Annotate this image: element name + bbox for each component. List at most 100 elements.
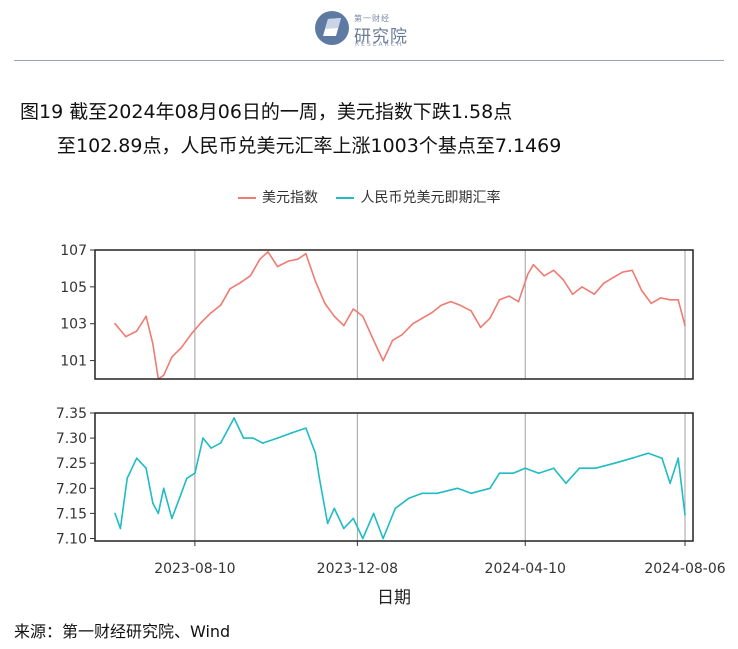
data-point-1-43 [552,467,555,470]
data-point-1-25 [326,522,329,525]
legend-item-usd: 美元指数 [238,187,318,207]
data-point-1-30 [372,512,375,515]
data-point-1-14 [219,442,222,444]
data-point-1-49 [647,452,650,455]
data-point-0-31 [401,334,403,336]
legend: 美元指数 人民币兑美元即期汇率 [238,187,514,207]
data-point-1-40 [512,472,514,475]
data-point-0-35 [440,304,443,307]
data-point-0-15 [249,275,252,277]
legend-label-cny: 人民币兑美元即期汇率 [360,190,501,206]
data-point-0-37 [459,304,462,307]
data-point-1-11 [194,472,196,475]
data-point-0-59 [669,299,671,301]
data-point-1-39 [498,472,501,475]
data-point-0-46 [543,275,545,277]
data-point-0-28 [372,339,375,342]
logo-mark-icon [315,11,349,45]
data-point-0-30 [391,339,394,342]
data-point-1-50 [661,457,663,460]
data-point-0-20 [297,258,299,261]
data-point-1-4 [145,467,147,470]
data-point-0-21 [305,252,307,255]
data-point-0-7 [171,356,173,358]
data-point-1-35 [436,492,439,495]
data-point-0-19 [287,260,290,262]
logo-top-text: 第一财经 [354,14,390,23]
data-point-0-1 [125,335,127,338]
data-point-0-54 [621,271,624,273]
x-tick-label-1: 2023-12-08 [317,561,398,577]
series-line-1 [114,417,686,540]
logo: 第一财经 研究院 RESEARCH [314,4,424,50]
data-point-0-52 [603,282,605,285]
data-point-0-57 [650,302,652,305]
data-point-1-23 [314,452,317,455]
data-point-1-32 [394,507,397,510]
data-point-0-4 [152,343,154,345]
data-point-1-26 [333,507,336,510]
data-point-0-23 [324,302,326,305]
x-tick-label-0: 2023-08-10 [154,561,235,577]
data-point-0-16 [259,258,261,261]
data-point-0-22 [314,280,317,283]
plot-frame-0 [94,249,694,380]
data-point-1-37 [470,492,472,495]
data-point-1-2 [126,477,128,480]
y-tick-label-1-3: 7.25 [56,456,87,472]
x-tick-label-3: 2024-08-06 [644,561,725,577]
data-point-1-12 [202,437,204,439]
data-point-1-28 [352,517,355,520]
data-point-1-51 [669,482,671,485]
data-point-0-29 [382,359,384,362]
chart-title-line2: 至102.89点，人民币兑美元汇率上涨1003个基点至7.1469 [57,135,562,157]
data-point-0-45 [532,263,535,266]
data-point-0-43 [517,300,520,303]
data-point-1-42 [538,472,540,475]
data-point-1-19 [261,442,264,444]
data-point-1-38 [489,487,491,490]
data-point-0-25 [343,324,345,327]
logo-main-text: 研究院 [354,27,408,47]
data-point-0-0 [114,322,116,325]
y-tick-label-1-0: 7.10 [56,531,87,547]
data-point-0-39 [479,326,482,329]
data-point-0-33 [421,317,424,320]
data-point-0-12 [219,304,222,307]
data-point-0-49 [571,293,574,296]
data-point-0-27 [362,315,364,318]
data-point-1-1 [119,527,122,530]
data-point-0-26 [352,308,355,310]
data-point-1-27 [343,527,345,530]
data-point-1-9 [180,492,183,495]
data-point-1-33 [408,497,410,500]
data-point-0-60 [677,299,679,301]
data-point-1-45 [578,467,581,470]
data-point-0-61 [684,324,686,327]
data-point-0-17 [267,251,269,253]
data-point-1-0 [114,512,116,515]
data-point-0-9 [191,332,193,334]
data-point-0-6 [162,374,165,377]
y-tick-label-1-1: 7.15 [56,506,87,522]
logo-sub-text: RESEARCH [355,41,404,48]
data-point-1-16 [233,417,235,419]
data-point-0-18 [276,265,279,268]
data-point-1-18 [252,437,254,439]
data-point-0-34 [431,311,433,314]
legend-label-usd: 美元指数 [262,190,318,206]
y-tick-label-0-0: 101 [60,354,87,370]
data-point-1-44 [565,482,567,485]
data-point-1-8 [171,517,173,520]
data-point-0-55 [631,269,633,272]
chart-title-line1: 图19 截至2024年08月06日的一周，美元指数下跌1.58点 [20,101,513,123]
data-point-0-51 [593,293,596,296]
data-point-1-47 [613,462,616,465]
data-point-1-24 [318,477,321,480]
y-tick-label-1-4: 7.30 [56,431,87,447]
x-axis-label: 日期 [377,588,411,608]
data-point-0-40 [489,317,491,320]
legend-swatch-cny [336,197,355,199]
data-point-0-13 [229,287,231,290]
